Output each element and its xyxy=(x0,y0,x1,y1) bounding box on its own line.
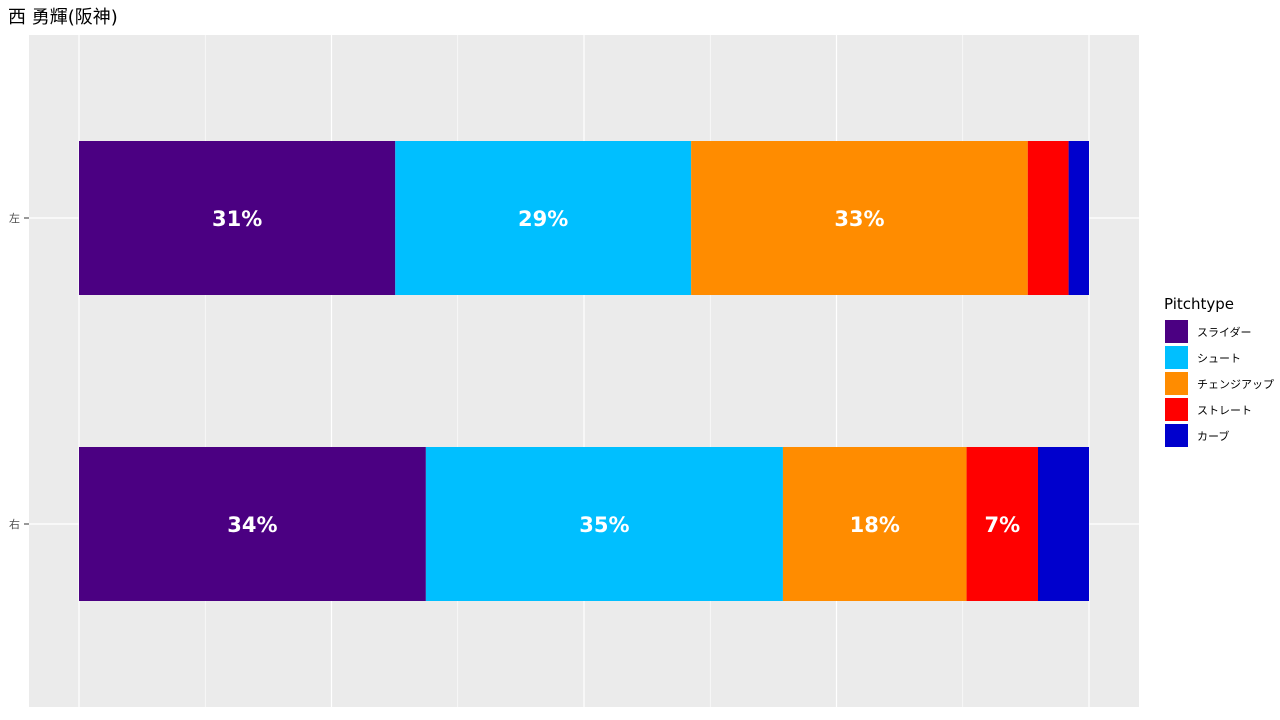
bar-segment xyxy=(79,141,396,295)
chart-title: 西 勇輝(阪神) xyxy=(8,7,118,28)
bar-value-label: 31% xyxy=(212,207,262,231)
legend-key xyxy=(1165,372,1188,395)
legend-key xyxy=(1165,424,1188,447)
bar-value-label: 29% xyxy=(518,207,568,231)
legend-label: スライダー xyxy=(1197,325,1252,339)
legend-label: カーブ xyxy=(1197,429,1229,443)
bar-segment xyxy=(1037,447,1089,601)
legend-key xyxy=(1165,346,1188,369)
y-tick-label: 右 xyxy=(9,517,20,531)
y-axis-ticks: 左右 xyxy=(9,212,29,531)
bar-segment xyxy=(691,141,1028,295)
bar-segment xyxy=(79,447,426,601)
bar-value-label: 34% xyxy=(227,513,277,537)
bar-value-label: 7% xyxy=(984,513,1020,537)
legend-label: シュート xyxy=(1197,352,1241,365)
bar-value-label: 18% xyxy=(850,513,900,537)
legend-label: チェンジアップ xyxy=(1197,378,1274,391)
legend-title: Pitchtype xyxy=(1164,295,1234,313)
bars xyxy=(79,141,1089,601)
bar-value-label: 35% xyxy=(579,513,629,537)
bar-segment xyxy=(1068,141,1089,295)
bar-segment xyxy=(966,447,1038,601)
legend-key xyxy=(1165,320,1188,343)
data-labels: 31% 29% 33% 34% 35% 18% 7% xyxy=(212,207,1020,537)
bar-segment xyxy=(782,447,967,601)
legend-key xyxy=(1165,398,1188,421)
bar-segment xyxy=(425,447,783,601)
legend-label: ストレート xyxy=(1197,404,1252,417)
bar-segment xyxy=(1027,141,1069,295)
bar-segment xyxy=(395,141,692,295)
y-tick-label: 左 xyxy=(9,212,20,225)
bar-value-label: 33% xyxy=(834,207,884,231)
